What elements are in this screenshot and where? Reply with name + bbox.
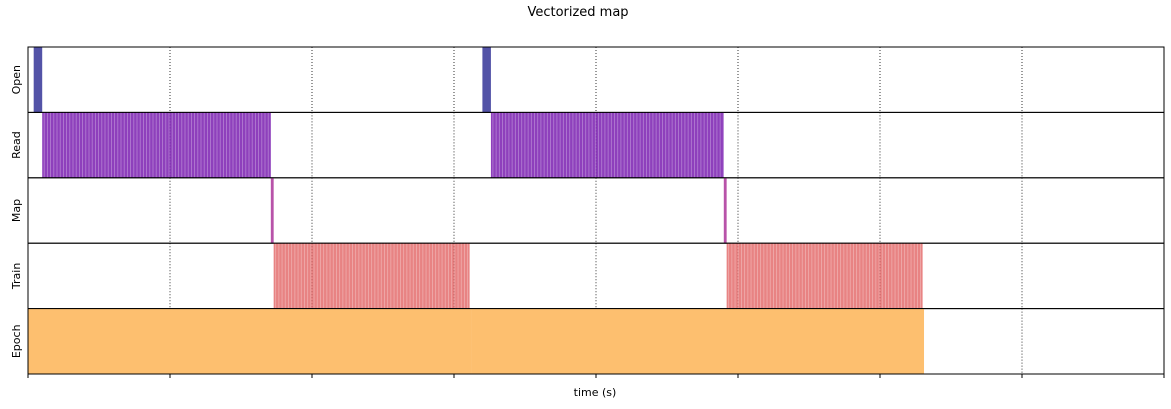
bar-read-1 (42, 112, 271, 178)
bar-read-2-stripes (492, 112, 724, 178)
row-label-map: Map (10, 199, 23, 222)
bar-open-1 (33, 47, 43, 113)
row-label-read: Read (10, 131, 23, 159)
rows-layer: Open Read Map Train Epoch (10, 46, 1165, 375)
row-train: Train (10, 242, 1165, 310)
bar-epoch-1 (28, 308, 472, 374)
bar-train-2-stripes (728, 243, 922, 309)
bar-read-2 (490, 112, 724, 178)
row-open: Open (10, 46, 1165, 113)
bar-map-2 (723, 177, 727, 244)
row-label-epoch: Epoch (10, 324, 23, 358)
bar-map-1 (270, 177, 274, 244)
bar-open-2 (482, 47, 491, 113)
x-ticks (27, 374, 1165, 378)
bar-train-2 (726, 243, 923, 309)
chart-title: Vectorized map (527, 5, 628, 20)
bar-train-1-stripes (275, 243, 469, 309)
bar-read-1-stripes (43, 112, 269, 178)
x-axis-label: time (s) (574, 386, 617, 399)
row-map: Map (10, 177, 1165, 244)
bar-train-1 (273, 243, 470, 309)
row-epoch: Epoch (10, 308, 1165, 375)
row-label-open: Open (10, 65, 23, 94)
row-label-train: Train (10, 263, 23, 290)
row-read: Read (10, 111, 1165, 179)
bar-epoch-2 (471, 308, 925, 374)
